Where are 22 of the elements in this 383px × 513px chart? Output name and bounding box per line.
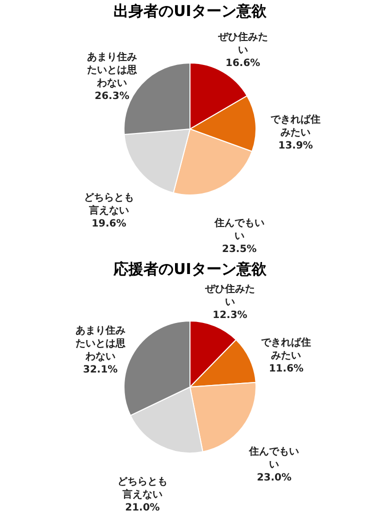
data-label: 12.3% (212, 310, 248, 321)
slice-label: 住んでもいい (248, 445, 300, 470)
slice-label: あまり住みたいとは思わない (75, 324, 126, 362)
data-label: 19.6% (92, 218, 126, 230)
data-label: 26.3% (94, 91, 130, 102)
slice-label: できれば住みたい (261, 336, 312, 362)
slice-label: できれば住みたい (270, 114, 321, 139)
chart-title: 応援者のUIターン意欲 (112, 260, 268, 278)
data-label: 23.0% (256, 472, 292, 484)
data-label: 23.5% (222, 244, 257, 255)
data-label: 32.1% (82, 364, 118, 376)
data-label: 13.9% (278, 140, 313, 152)
slice-label: どちらとも言えない (84, 192, 134, 216)
slice-label: ぜひ住みたい (216, 31, 268, 56)
slice-label: 住んでもいい (213, 216, 264, 242)
data-label: 16.6% (226, 58, 260, 70)
slice-label: ぜひ住みたい (204, 282, 255, 308)
slice-label: あまり住みたいとは思わない (86, 51, 137, 90)
data-label: 21.0% (125, 502, 160, 513)
chart-title: 出身者のUIターン意欲 (114, 2, 268, 20)
data-label: 11.6% (268, 363, 304, 374)
slice-label: どちらとも言えない (117, 476, 168, 501)
